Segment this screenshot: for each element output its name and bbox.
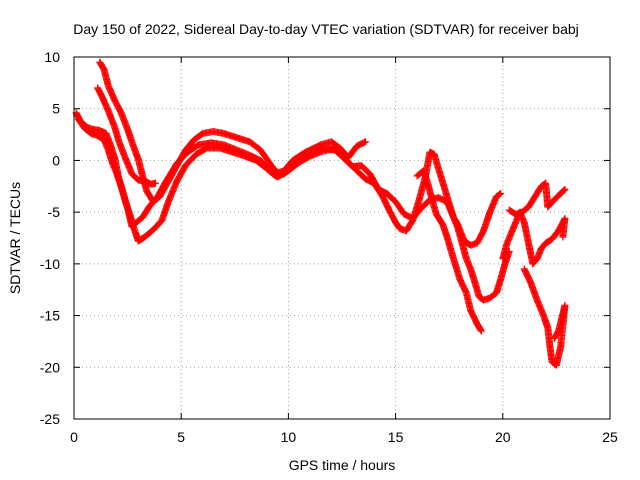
series-track-5	[413, 167, 485, 335]
x-tick-label: 15	[388, 429, 404, 445]
y-tick-label: 5	[52, 101, 60, 117]
y-tick-label: -5	[48, 204, 61, 220]
x-axis-label: GPS time / hours	[289, 457, 396, 473]
y-tick-label: -20	[40, 359, 60, 375]
data-point-marker	[496, 190, 504, 198]
axis-ticks: 0 5 10 15 20 25 -25 -20 -15 -10 -5 0 5 10	[40, 49, 618, 445]
x-tick-label: 20	[495, 429, 511, 445]
series-track-2	[96, 58, 370, 206]
data-point-marker	[559, 233, 567, 241]
x-tick-label: 5	[177, 429, 185, 445]
x-tick-label: 25	[602, 429, 618, 445]
chart-title: Day 150 of 2022, Sidereal Day-to-day VTE…	[73, 21, 579, 37]
x-tick-label: 0	[70, 429, 78, 445]
data-point-marker	[362, 138, 370, 146]
data-point-marker	[561, 185, 569, 193]
series-track-1	[94, 84, 159, 188]
series-track-8	[520, 265, 569, 369]
data-point-marker	[560, 186, 568, 194]
x-tick-label: 10	[281, 429, 297, 445]
data-point-marker	[151, 179, 159, 187]
y-tick-label: -10	[40, 256, 60, 272]
data-point-marker	[497, 190, 505, 198]
y-tick-label: -15	[40, 308, 60, 324]
series-track-7	[499, 208, 569, 268]
series-track-4	[74, 115, 513, 304]
y-tick-label: -25	[40, 411, 60, 427]
y-tick-label: 0	[52, 152, 60, 168]
data-point-marker	[477, 326, 485, 334]
data-point-marker	[551, 333, 559, 341]
y-axis-label: SDTVAR / TECUs	[7, 182, 23, 294]
data-point-marker	[477, 327, 485, 335]
data-point-marker	[550, 334, 558, 342]
grid-lines	[74, 57, 610, 419]
plot-frame	[73, 56, 611, 420]
data-point-marker	[559, 187, 567, 195]
data-points	[72, 58, 569, 369]
y-tick-label: 10	[44, 49, 60, 65]
series-track-6	[505, 179, 569, 218]
